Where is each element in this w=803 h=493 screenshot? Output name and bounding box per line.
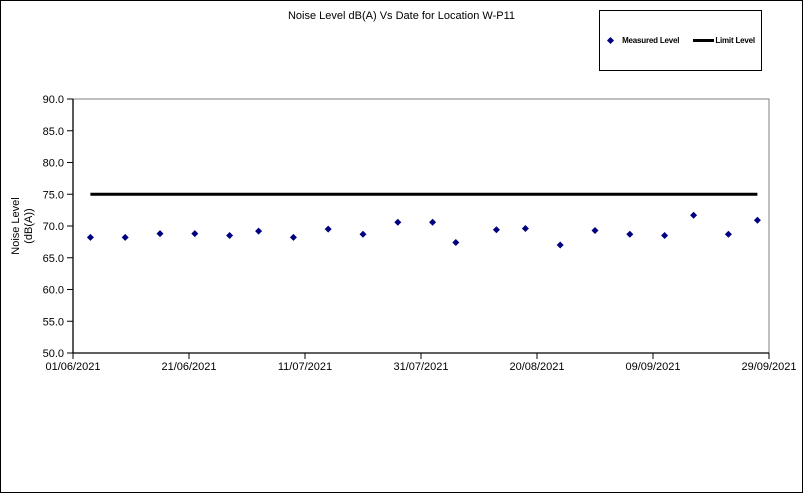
x-tick-label: 20/08/2021	[509, 361, 564, 373]
x-tick-label: 29/09/2021	[741, 361, 796, 373]
x-tick-label: 09/09/2021	[625, 361, 680, 373]
data-point	[191, 230, 199, 238]
y-tick-label: 65.0	[43, 253, 64, 265]
y-tick-label: 90.0	[43, 94, 64, 106]
data-point	[591, 226, 599, 234]
data-point	[521, 225, 529, 233]
data-point	[753, 216, 761, 224]
y-tick-label: 55.0	[43, 316, 64, 328]
x-tick-label: 11/07/2021	[278, 361, 332, 373]
legend-label-limit: Limit Level	[715, 36, 755, 45]
y-tick-label: 70.0	[43, 221, 64, 233]
y-tick-label: 80.0	[43, 158, 64, 170]
data-point	[556, 241, 564, 249]
y-tick-label: 75.0	[43, 189, 64, 201]
data-point	[289, 233, 297, 241]
data-point	[156, 230, 164, 238]
legend-label-measured: Measured Level	[622, 36, 680, 45]
data-point	[121, 233, 129, 241]
limit-line-icon	[693, 39, 715, 42]
data-point	[452, 239, 460, 247]
plot-border	[72, 98, 770, 354]
data-point	[492, 226, 500, 234]
legend-item-measured: Measured Level	[606, 36, 680, 45]
x-tick-label: 01/06/2021	[45, 361, 100, 373]
data-point	[226, 232, 234, 240]
data-point	[255, 227, 263, 235]
data-point	[724, 230, 732, 238]
data-point	[429, 218, 437, 226]
data-point	[626, 230, 634, 238]
data-point	[690, 211, 698, 219]
data-point	[359, 230, 367, 238]
legend-item-limit: Limit Level	[679, 36, 755, 45]
data-point	[324, 225, 332, 233]
y-tick-label: 60.0	[43, 285, 64, 297]
x-tick-label: 31/07/2021	[393, 361, 448, 373]
data-point	[661, 232, 669, 240]
y-tick-label: 50.0	[43, 348, 64, 360]
data-point	[86, 233, 94, 241]
legend: Measured Level Limit Level	[599, 10, 762, 71]
x-tick-label: 21/06/2021	[161, 361, 216, 373]
chart-title: Noise Level dB(A) Vs Date for Location W…	[287, 10, 516, 22]
y-tick-label: 85.0	[43, 126, 64, 138]
data-point	[394, 218, 402, 226]
